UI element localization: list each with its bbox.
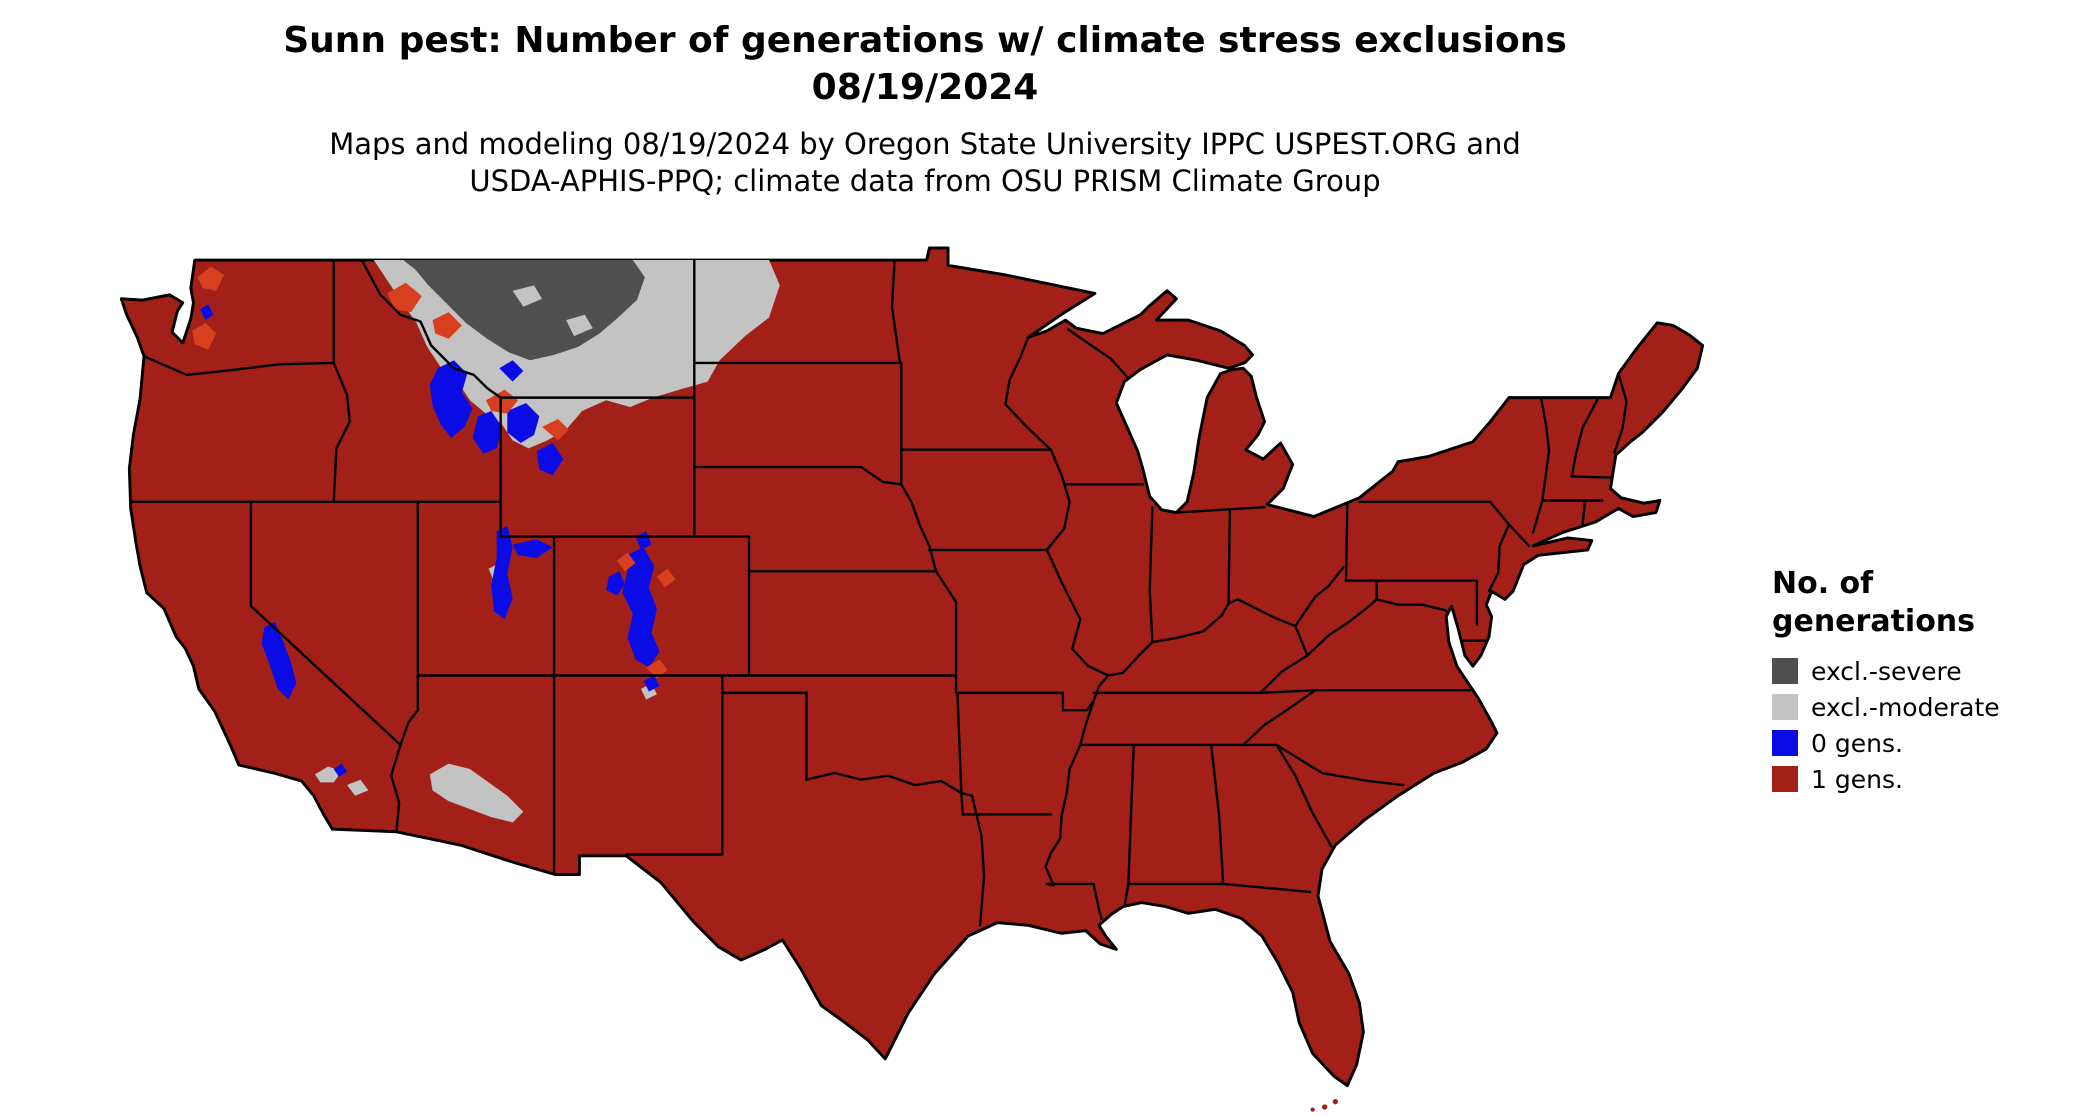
legend-swatch-excl-severe (1772, 658, 1798, 685)
legend-swatch-excl-moderate (1772, 694, 1798, 721)
attribution-line-2: USDA-APHIS-PPQ; climate data from OSU PR… (469, 164, 1381, 199)
map-title: Sunn pest: Number of generations w/ clim… (283, 20, 1567, 61)
florida-keys (1310, 1098, 1339, 1112)
map-legend: No. of generations excl.-severe excl.-mo… (1772, 565, 2072, 797)
map-attribution: Maps and modeling 08/19/2024 by Oregon S… (0, 126, 1850, 201)
legend-label: 1 gens. (1811, 764, 1903, 794)
legend-label: excl.-moderate (1811, 692, 2000, 722)
map-header: Sunn pest: Number of generations w/ clim… (0, 18, 1850, 201)
legend-items: excl.-severe excl.-moderate 0 gens. 1 ge… (1772, 653, 2072, 797)
zero-generations-layer (200, 274, 660, 778)
legend-swatch-one-gen (1772, 766, 1798, 793)
legend-label: 0 gens. (1811, 728, 1903, 758)
speckle-layer (192, 266, 676, 679)
us-map-svg (119, 246, 1705, 1112)
us-map (112, 240, 1728, 1115)
legend-item-zero-gens: 0 gens. (1772, 725, 2072, 761)
state-borders (128, 258, 1628, 927)
legend-item-excl-severe: excl.-severe (1772, 653, 2072, 689)
exclusion-severe-layer (403, 260, 645, 361)
legend-item-excl-moderate: excl.-moderate (1772, 689, 2072, 725)
one-generation-fill (119, 246, 1705, 1088)
legend-title: No. of generations (1772, 566, 1976, 640)
map-title-date: 08/19/2024 (811, 66, 1039, 108)
attribution-line-1: Maps and modeling 08/19/2024 by Oregon S… (329, 126, 1521, 161)
legend-swatch-zero-gens (1772, 730, 1798, 757)
legend-label: excl.-severe (1811, 656, 1962, 686)
legend-item-one-gen: 1 gens. (1772, 761, 2072, 797)
